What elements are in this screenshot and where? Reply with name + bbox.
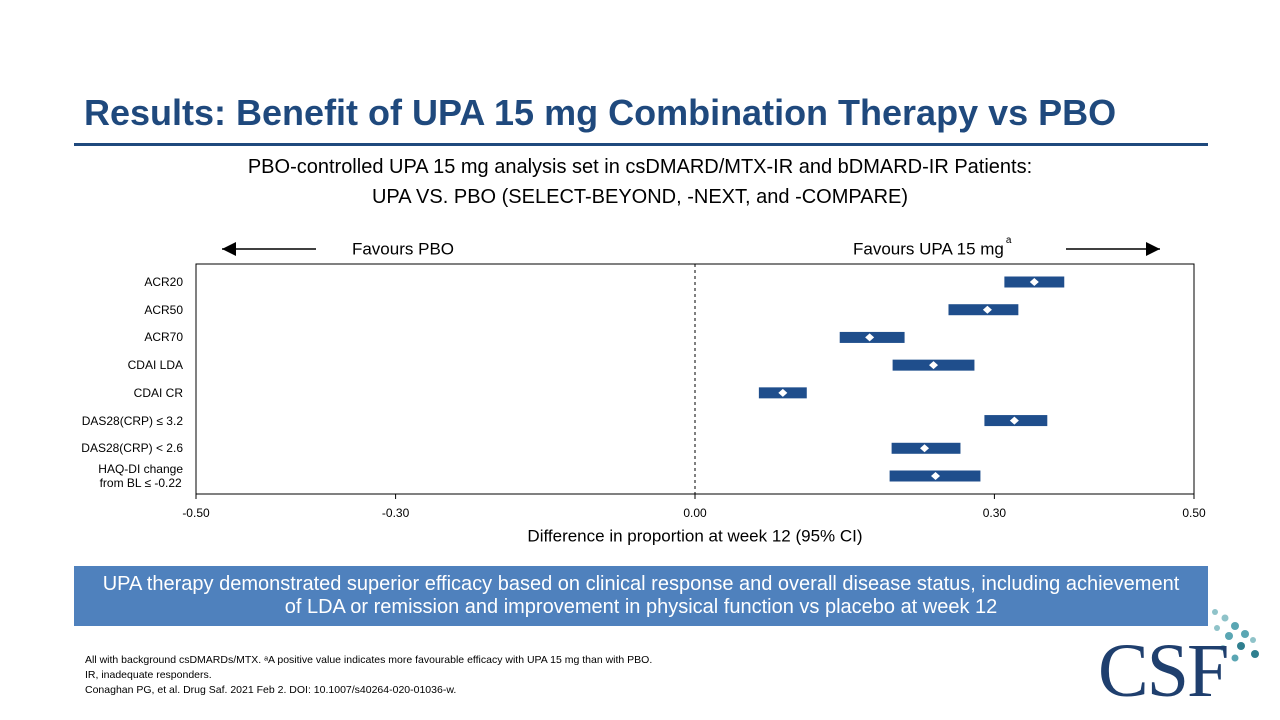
y-tick-label: ACR50 [144,302,183,317]
direction-label: Favours PBO [352,239,454,258]
estimate-marker [931,472,941,480]
y-tick-label: ACR70 [144,330,183,345]
estimate-marker [1029,278,1039,286]
estimate-marker [778,388,788,397]
y-tick-label: CDAI CR [133,385,183,400]
logo-dots [1212,609,1259,662]
x-tick-label: 0.00 [683,506,707,520]
estimate-marker [1009,416,1019,425]
footnote: IR, inadequate responders. [85,669,212,681]
y-tick-label: ACR20 [144,275,183,289]
x-axis-title: Difference in proportion at week 12 (95%… [527,526,862,545]
x-tick-label: -0.30 [382,506,410,520]
y-tick-label: HAQ-DI change from BL ≤ -0.22 [98,462,183,490]
direction-label: Favours UPA 15 mg [853,239,1004,258]
footnote: Conaghan PG, et al. Drug Saf. 2021 Feb 2… [85,684,457,696]
estimate-marker [982,305,992,314]
x-tick-label: 0.50 [1182,506,1206,520]
y-tick-label: DAS28(CRP) < 2.6 [81,441,183,456]
arrow-head [1146,242,1160,256]
x-tick-label: -0.50 [182,506,210,520]
footnote: All with background csDMARDs/MTX. ᵃA pos… [85,654,653,666]
y-tick-label: DAS28(CRP) ≤ 3.2 [81,413,183,428]
title-rule [74,143,1208,146]
subtitle: PBO-controlled UPA 15 mg analysis set in… [247,156,1033,178]
x-tick-label: 0.30 [983,506,1007,520]
estimate-marker [929,361,939,370]
y-tick-label: CDAI LDA [127,358,183,373]
estimate-marker [920,444,930,453]
subtitle: UPA VS. PBO (SELECT-BEYOND, -NEXT, and -… [371,186,909,208]
forest-chart: Favours PBO Favours UPA 15 mg a Differen… [182,235,1206,545]
estimate-marker [865,333,875,342]
arrow-head [222,242,236,256]
summary-banner: UPA therapy demonstrated superior effica… [74,566,1208,626]
note-marker: a [1006,235,1012,246]
slide-title: Results: Benefit of UPA 15 mg Combinatio… [84,92,1117,133]
logo: CSF [1098,629,1229,713]
